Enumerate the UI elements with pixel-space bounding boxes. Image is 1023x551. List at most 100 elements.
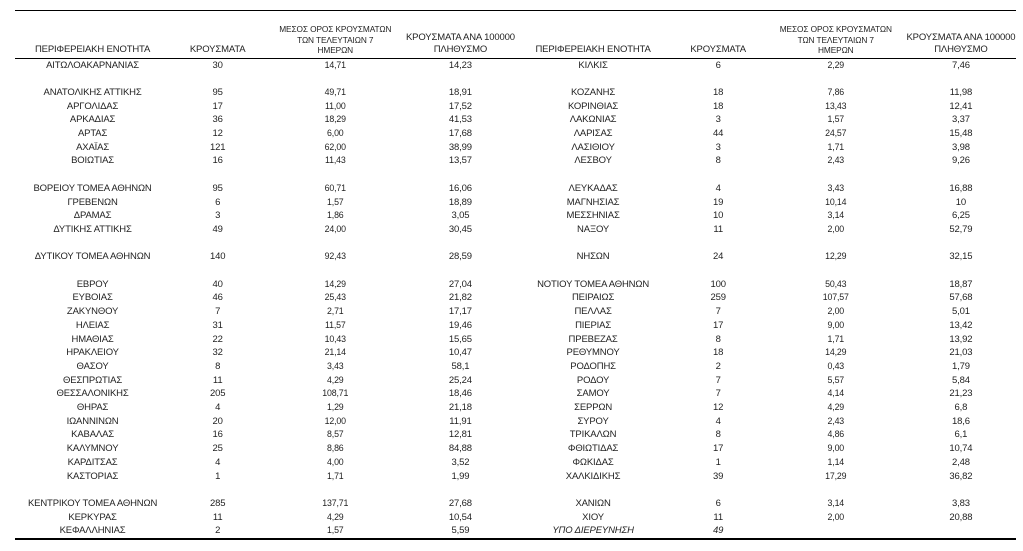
per100k-cell: 38,99 [448, 141, 472, 153]
header-avg7-line3: ΗΜΕΡΩΝ [818, 45, 854, 55]
avg7-cell [265, 237, 405, 251]
avg7-cell: 62,00 [324, 141, 346, 152]
cases-cell: 1 [215, 470, 221, 482]
cases-cell: 30 [212, 59, 223, 71]
avg7-cell: 1,71 [327, 470, 344, 481]
avg7-cell: 4,00 [327, 456, 344, 467]
avg7-cell: 8,86 [327, 443, 344, 454]
table-row: ΕΥΒΟΙΑΣ 46 25,43 21,82 [15, 291, 516, 305]
table-row: ΦΩΚΙΔΑΣ 1 1,14 2,48 [516, 456, 1017, 470]
header-per100k-line1: ΚΡΟΥΣΜΑΤΑ ΑΝΑ 100000 [405, 31, 515, 43]
table-row: ΠΕΙΡΑΙΩΣ 259 107,57 57,68 [516, 291, 1017, 305]
per100k-cell: 5,59 [451, 525, 470, 537]
cases-cell: 3 [715, 141, 721, 153]
header-per100k: ΚΡΟΥΣΜΑΤΑ ΑΝΑ 100000 ΠΛΗΘΥΣΜΟ [905, 11, 1016, 59]
avg7-cell [265, 264, 405, 278]
cases-cell [170, 264, 265, 278]
per100k-cell: 6,8 [954, 402, 968, 414]
header-cases-label: ΚΡΟΥΣΜΑΤΑ [690, 43, 746, 55]
table-row: ΛΕΣΒΟΥ 8 2,43 9,26 [516, 154, 1017, 168]
per100k-cell: 6,1 [954, 429, 968, 441]
region-cell: ΗΜΑΘΙΑΣ [71, 333, 114, 345]
avg7-cell: 9,00 [827, 319, 845, 330]
per100k-cell: 21,18 [448, 402, 472, 414]
region-cell: ΒΟΙΩΤΙΑΣ [71, 155, 115, 167]
region-cell: ΡΕΘΥΜΝΟΥ [566, 347, 620, 359]
region-cell [15, 483, 170, 497]
table-row: ΤΡΙΚΑΛΩΝ 8 4,86 6,1 [516, 428, 1017, 442]
per100k-cell: 15,65 [448, 333, 472, 345]
per100k-cell [405, 237, 515, 251]
avg7-cell: 1,86 [327, 210, 344, 221]
region-cell [516, 483, 671, 497]
per100k-cell: 25,24 [448, 374, 472, 386]
header-avg7-line1: ΜΕΣΟΣ ΟΡΟΣ ΚΡΟΥΣΜΑΤΩΝ [279, 24, 392, 34]
table-row [516, 264, 1017, 278]
region-cell: ΑΝΑΤΟΛΙΚΗΣ ΑΤΤΙΚΗΣ [43, 86, 142, 98]
region-cell: ΚΟΡΙΝΘΙΑΣ [567, 100, 619, 112]
avg7-cell [766, 237, 906, 251]
avg7-cell: 2,43 [827, 415, 845, 426]
avg7-cell: 21,14 [324, 347, 346, 358]
table-row: ΣΕΡΡΩΝ 12 4,29 6,8 [516, 401, 1017, 415]
per100k-cell [405, 483, 515, 497]
table-row: ΚΕΝΤΡΙΚΟΥ ΤΟΜΕΑ ΑΘΗΝΩΝ 285 137,71 27,68 [15, 497, 516, 511]
table-row: ΚΑΡΔΙΤΣΑΣ 4 4,00 3,52 [15, 456, 516, 470]
table-row: ΑΡΓΟΛΙΔΑΣ 17 11,00 17,52 [15, 100, 516, 114]
table-row: ΧΙΟΥ 11 2,00 20,88 [516, 511, 1017, 525]
table-row: ΚΕΦΑΛΛΗΝΙΑΣ 2 1,57 5,59 [15, 524, 516, 538]
avg7-cell: 4,29 [827, 402, 845, 413]
region-cell: ΚΙΛΚΙΣ [578, 59, 608, 71]
avg7-cell: 14,71 [324, 59, 346, 70]
per100k-cell [906, 72, 1016, 86]
region-cell [15, 72, 170, 86]
avg7-cell [766, 524, 906, 538]
cases-cell: 285 [209, 497, 226, 509]
region-cell: ΝΗΣΩΝ [576, 251, 610, 263]
avg7-cell [265, 72, 405, 86]
avg7-cell: 10,14 [825, 196, 847, 207]
per100k-cell: 18,46 [448, 388, 472, 400]
avg7-cell: 49,71 [324, 86, 346, 97]
table-row: ΥΠΟ ΔΙΕΡΕΥΝΗΣΗ 49 [516, 524, 1017, 538]
table-row: ΦΘΙΩΤΙΔΑΣ 17 9,00 10,74 [516, 442, 1017, 456]
avg7-cell: 18,29 [324, 114, 346, 125]
header-region-label: ΠΕΡΙΦΕΡΕΙΑΚΗ ΕΝΟΤΗΤΑ [535, 43, 651, 55]
cases-cell: 1 [715, 456, 721, 468]
header-avg7-line2: ΤΩΝ ΤΕΛΕΥΤΑΙΩΝ 7 [797, 34, 874, 45]
cases-cell: 6 [715, 59, 721, 71]
per100k-cell: 10,74 [949, 443, 973, 455]
cases-cell: 8 [215, 360, 221, 372]
cases-cell: 32 [212, 347, 223, 359]
per100k-cell: 3,98 [951, 141, 970, 153]
cases-cell: 24 [713, 251, 724, 263]
cases-cell: 7 [215, 306, 221, 318]
avg7-cell: 2,00 [827, 306, 845, 317]
header-row: ΠΕΡΙΦΕΡΕΙΑΚΗ ΕΝΟΤΗΤΑ ΚΡΟΥΣΜΑΤΑ ΜΕΣΟΣ ΟΡΟ… [15, 11, 516, 59]
per100k-cell: 18,91 [448, 86, 472, 98]
header-per100k-line2: ΠΛΗΘΥΣΜΟ [934, 43, 988, 55]
avg7-cell [766, 483, 906, 497]
region-cell: ΣΥΡΟΥ [577, 415, 609, 427]
avg7-cell: 2,29 [827, 59, 845, 70]
cases-cell: 8 [715, 155, 721, 167]
table-row: ΔΥΤΙΚΟΥ ΤΟΜΕΑ ΑΘΗΝΩΝ 140 92,43 28,59 [15, 250, 516, 264]
per100k-cell: 52,79 [949, 223, 973, 235]
region-cell: ΚΑΒΑΛΑΣ [71, 429, 114, 441]
per100k-cell: 84,88 [448, 443, 472, 455]
per100k-cell: 7,46 [951, 59, 970, 71]
region-cell: ΑΡΚΑΔΙΑΣ [69, 114, 116, 126]
header-avg7-line2: ΤΩΝ ΤΕΛΕΥΤΑΙΩΝ 7 [297, 34, 374, 45]
avg7-cell: 107,57 [822, 292, 849, 303]
table-row [516, 72, 1017, 86]
region-cell: ΚΑΛΥΜΝΟΥ [66, 443, 119, 455]
per100k-cell: 12,41 [949, 100, 973, 112]
avg7-cell: 1,57 [327, 525, 344, 536]
region-cell: ΚΕΦΑΛΛΗΝΙΑΣ [59, 525, 126, 537]
header-avg7-line3: ΗΜΕΡΩΝ [317, 45, 354, 55]
cases-cell: 11 [212, 374, 223, 386]
table-row: ΗΜΑΘΙΑΣ 22 10,43 15,65 [15, 333, 516, 347]
cases-cell: 95 [212, 182, 223, 194]
avg7-cell: 12,29 [825, 251, 847, 262]
avg7-cell: 1,29 [327, 402, 344, 413]
